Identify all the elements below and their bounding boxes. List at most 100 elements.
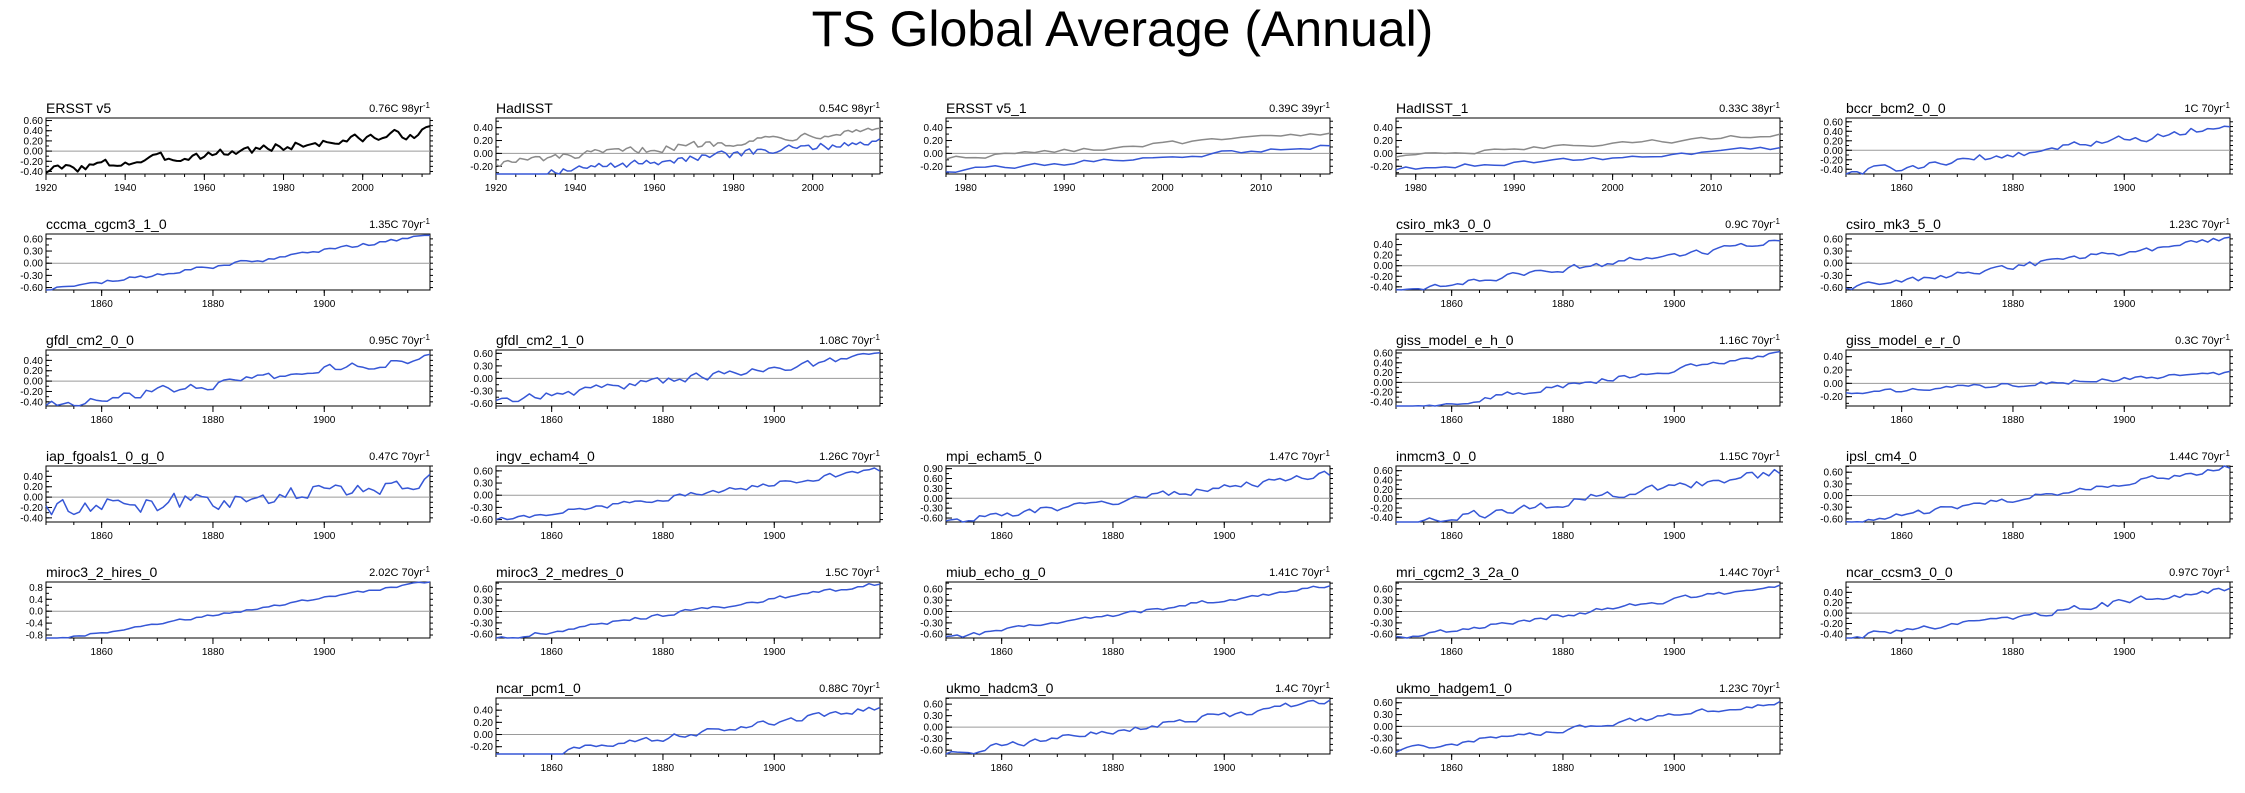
- trend-label: 1.44C 70yr-1: [2169, 449, 2230, 463]
- y-tick-label: -0.8: [26, 631, 44, 642]
- y-tick-label: 0.00: [474, 374, 494, 385]
- x-tick-label: 1900: [2113, 183, 2136, 194]
- panel-title: miub_echo_g_0: [946, 564, 1046, 580]
- y-tick-label: 0.40: [24, 356, 44, 367]
- y-tick-label: 0.40: [924, 123, 944, 134]
- trend-label: 0.95C 70yr-1: [369, 333, 430, 347]
- x-tick-label: 1880: [1102, 763, 1125, 774]
- series-line-obs: [45, 125, 431, 174]
- y-tick-label: 0.00: [924, 494, 944, 505]
- panel-giss-model-e-h-0: giss_model_e_h_0 1.16C 70yr-1 0.600.400.20…: [1370, 332, 1783, 426]
- panel-title: cccma_cgcm3_1_0: [46, 216, 167, 232]
- trend-label: 0.39C 39yr-1: [1269, 101, 1330, 115]
- x-tick-label: 1880: [1102, 531, 1125, 542]
- y-tick-label: 0.20: [474, 136, 494, 147]
- plot-frame: [1845, 349, 2231, 407]
- y-tick-label: 0.30: [474, 479, 494, 490]
- y-tick-label: -0.60: [470, 515, 493, 526]
- y-tick-label: -0.20: [1370, 272, 1393, 283]
- panel-title: ncar_pcm1_0: [496, 680, 581, 696]
- x-tick-label: 1860: [1891, 183, 1914, 194]
- x-tick-label: 1860: [1891, 415, 1914, 426]
- y-tick-label: 0.20: [1374, 368, 1394, 379]
- y-tick-label: -0.20: [1370, 388, 1393, 399]
- y-tick-label: -0.20: [1820, 155, 1843, 166]
- plot-frame: [495, 697, 881, 755]
- trend-label: 1C 70yr-1: [2184, 101, 2230, 115]
- y-tick-label: -0.60: [920, 630, 943, 641]
- y-tick-label: 0.0: [29, 607, 43, 618]
- panel-title: inmcm3_0_0: [1396, 448, 1476, 464]
- trend-label: 0.97C 70yr-1: [2169, 565, 2230, 579]
- y-tick-label: -0.60: [1820, 283, 1843, 294]
- series-line-obs-gray: [945, 132, 1331, 160]
- y-tick-label: 0.00: [1824, 379, 1844, 390]
- series-line-model: [945, 144, 1331, 173]
- x-tick-label: 1880: [202, 299, 225, 310]
- page-title: TS Global Average (Annual): [811, 1, 1434, 57]
- y-tick-label: -0.30: [470, 386, 493, 397]
- y-tick-label: -0.60: [470, 630, 493, 641]
- y-tick-label: -0.30: [920, 504, 943, 515]
- y-tick-label: -0.40: [1370, 282, 1393, 293]
- x-tick-label: 1860: [991, 531, 1014, 542]
- trend-label: 0.9C 70yr-1: [1725, 217, 1780, 231]
- x-tick-label: 1860: [991, 763, 1014, 774]
- trend-label: 1.4C 70yr-1: [1275, 681, 1330, 695]
- plot-frame: [1395, 465, 1781, 523]
- panel-ingv-echam4-0: ingv_echam4_0 1.26C 70yr-10.600.300.00-0.…: [470, 448, 883, 542]
- y-tick-label: -0.30: [920, 618, 943, 629]
- y-tick-label: -0.30: [20, 271, 43, 282]
- y-tick-label: -0.60: [470, 399, 493, 410]
- trend-label: 1.44C 70yr-1: [1719, 565, 1780, 579]
- x-tick-label: 1900: [2113, 415, 2136, 426]
- x-tick-label: 1860: [91, 647, 114, 658]
- x-tick-label: 1860: [91, 299, 114, 310]
- x-tick-label: 1900: [1663, 647, 1686, 658]
- x-tick-label: 1860: [541, 415, 564, 426]
- plot-frame: [495, 465, 881, 523]
- panel-hadisst-1: HadISST_1 0.33C 38yr-1 0.40 0.20 0.00 -0.20 19…: [1370, 100, 1783, 194]
- y-tick-label: 0.30: [474, 596, 494, 607]
- x-tick-label: 1980: [1405, 183, 1428, 194]
- y-tick-label: -0.20: [20, 387, 43, 398]
- x-tick-label: 1860: [91, 531, 114, 542]
- y-tick-label: 0.40: [1824, 352, 1844, 363]
- x-tick-label: 1880: [652, 415, 675, 426]
- panel-title: ERSST v5_1: [946, 100, 1027, 116]
- trend-label: 0.47C 70yr-1: [369, 449, 430, 463]
- x-tick-label: 1900: [313, 531, 336, 542]
- series-line-model: [1846, 587, 2231, 639]
- x-tick-label: 1880: [202, 647, 225, 658]
- x-tick-label: 1900: [1213, 647, 1236, 658]
- y-tick-label: 0.00: [1824, 259, 1844, 270]
- panel-title: miroc3_2_medres_0: [496, 564, 624, 580]
- y-tick-label: 0.60: [1374, 584, 1394, 595]
- y-tick-label: 0.20: [1824, 136, 1844, 147]
- panel-mri-cgcm2-3-2a-0: mri_cgcm2_3_2a_0 1.44C 70yr-1 0.600.300.00…: [1370, 564, 1783, 658]
- series-line-model: [45, 473, 431, 516]
- y-tick-label: 0.00: [474, 491, 494, 502]
- panel-ersst-v5-1: ERSST v5_1 0.39C 39yr-1 0.40 0.20 0.00 -0.20 1…: [920, 100, 1333, 194]
- y-tick-label: -0.4: [26, 619, 44, 630]
- plot-frame: [45, 581, 431, 639]
- y-tick-label: 0.00: [1824, 609, 1844, 620]
- y-tick-label: 0.60: [1374, 466, 1394, 477]
- x-tick-label: 2000: [802, 183, 825, 194]
- y-tick-label: 0.30: [1374, 710, 1394, 721]
- x-tick-label: 2000: [1151, 183, 1174, 194]
- y-tick-label: -0.60: [1370, 746, 1393, 757]
- y-tick-label: 0.20: [1824, 598, 1844, 609]
- series-line-model: [1395, 146, 1781, 171]
- plot-frame: [1395, 233, 1781, 291]
- plot-frame: [45, 117, 431, 175]
- panel-csiro-mk3-5-0: csiro_mk3_5_0 1.23C 70yr-10.600.300.00-0.…: [1820, 216, 2233, 310]
- panel-miroc3-2-hires-0: miroc3_2_hires_0 2.02C 70yr-10.80.40.0-0.…: [26, 564, 433, 658]
- y-tick-label: 0.60: [474, 584, 494, 595]
- y-tick-label: 0.00: [924, 607, 944, 618]
- plot-frame: [1845, 465, 2231, 523]
- x-tick-label: 1860: [991, 647, 1014, 658]
- x-tick-label: 1880: [652, 763, 675, 774]
- y-tick-label: -0.30: [1820, 503, 1843, 514]
- series-line-model: [1396, 468, 1781, 523]
